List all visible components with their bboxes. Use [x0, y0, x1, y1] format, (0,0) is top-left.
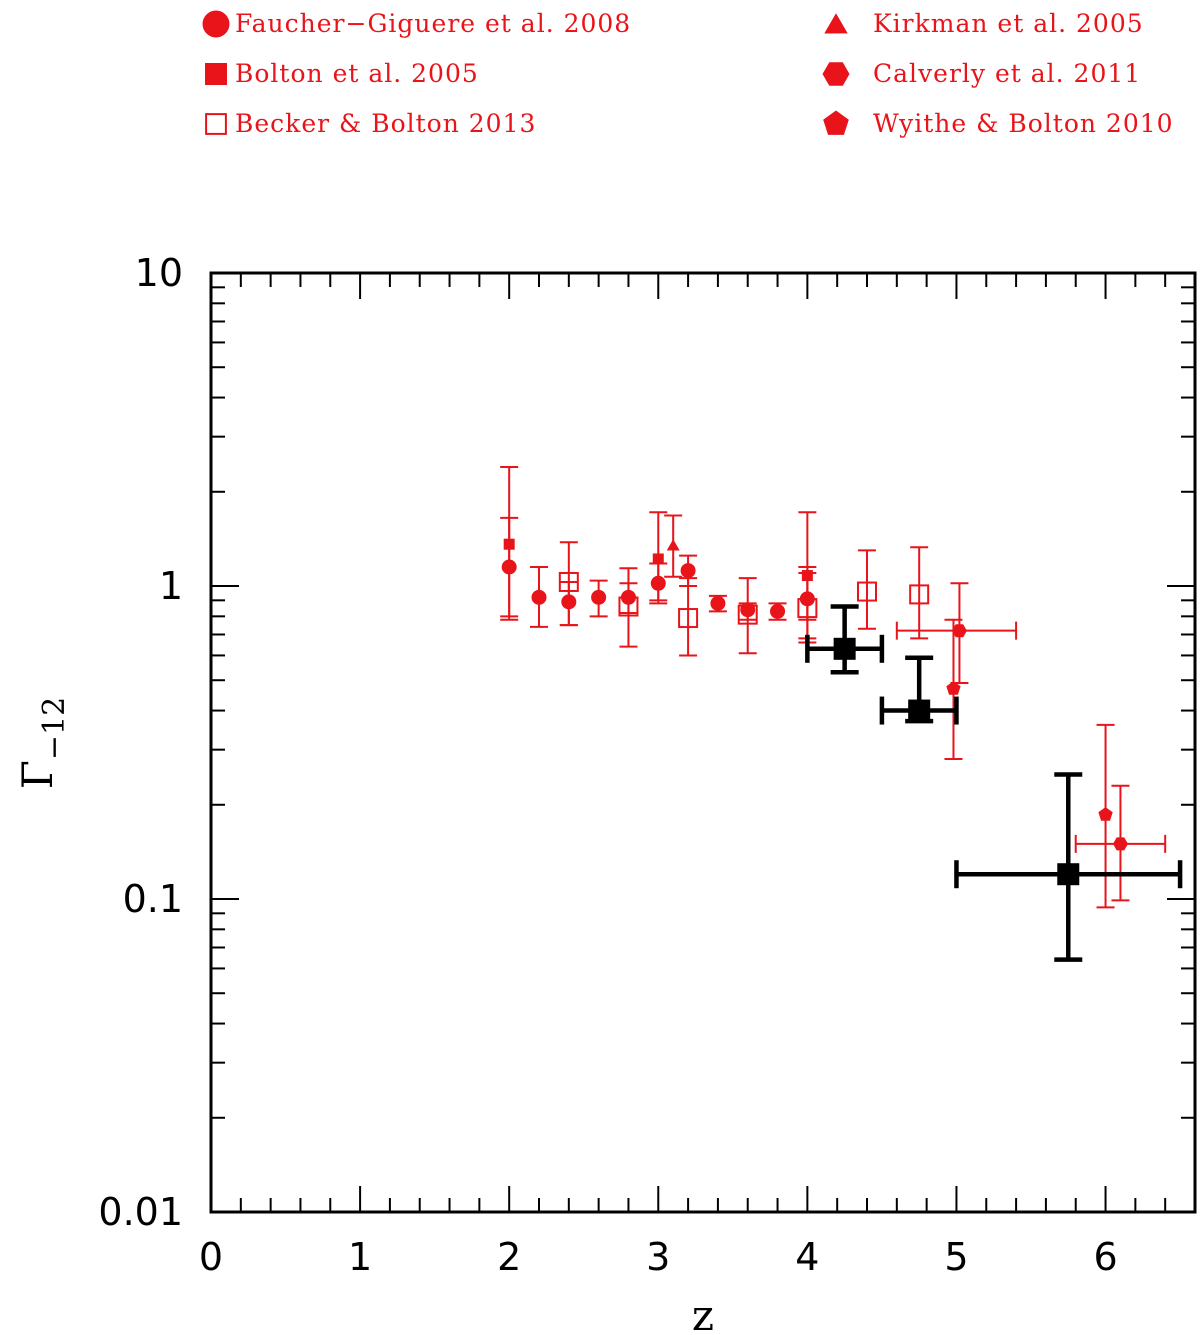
legend-entry-label: Wyithe & Bolton 2010	[873, 109, 1174, 138]
svg-text:Γ−12: Γ−12	[13, 697, 72, 789]
marker-pentagon	[1098, 807, 1113, 821]
y-tick-label: 0.01	[98, 1190, 183, 1234]
marker-open-square	[678, 608, 699, 629]
series-group	[664, 514, 683, 578]
y-axis-label-subscript: −12	[37, 697, 72, 760]
marker-square	[205, 63, 227, 85]
marker-open-square	[909, 584, 930, 605]
marker-square	[503, 538, 515, 550]
legend: Faucher−Giguere et al. 2008 Bolton et al.…	[202, 9, 1174, 138]
marker-square	[652, 553, 664, 565]
marker-circle	[710, 595, 726, 611]
legend-entry-label: Faucher−Giguere et al. 2008	[235, 9, 631, 38]
series-group	[500, 465, 817, 644]
marker-open-square	[797, 598, 818, 619]
plot-frame	[209, 271, 1197, 1214]
legend-entry-label: Becker & Bolton 2013	[235, 109, 536, 138]
marker-circle	[531, 589, 547, 605]
marker-triangle	[824, 13, 848, 34]
series-group	[944, 618, 1115, 909]
marker-circle	[770, 603, 786, 619]
x-tick-label: 5	[944, 1235, 968, 1279]
series-group	[895, 582, 1167, 902]
marker-hexagon	[822, 62, 850, 86]
marker-hexagon	[951, 624, 967, 638]
marker-circle	[680, 563, 696, 579]
marker-open-square	[857, 581, 877, 602]
series-group	[805, 604, 1183, 962]
tick-labels: 0 1 2 3 4 5 6 0.01 0.1 1 10	[98, 251, 1117, 1279]
series-group	[558, 541, 930, 657]
marker-black-square	[833, 637, 856, 660]
marker-open-square	[558, 571, 579, 592]
marker-open-square	[205, 113, 227, 135]
marker-open-square	[618, 596, 639, 617]
y-tick-label: 10	[135, 251, 183, 295]
marker-pentagon	[823, 110, 849, 135]
marker-circle	[591, 589, 607, 605]
axis-ticks	[210, 273, 1196, 1213]
legend-entry-label: Calverly et al. 2011	[873, 59, 1141, 88]
data-marks	[500, 465, 1183, 962]
marker-circle	[202, 10, 230, 38]
y-tick-label: 1	[159, 564, 183, 608]
x-tick-label: 0	[199, 1235, 223, 1279]
marker-black-square	[908, 699, 931, 722]
x-tick-label: 4	[795, 1235, 819, 1279]
marker-pentagon	[946, 681, 961, 695]
marker-open-square	[737, 604, 758, 625]
x-axis-label: z	[692, 1291, 714, 1335]
marker-hexagon	[1113, 837, 1128, 851]
legend-entry-label: Bolton et al. 2005	[235, 59, 479, 88]
legend-entry-label: Kirkman et al. 2005	[873, 9, 1144, 38]
marker-black-square	[1057, 863, 1080, 886]
marker-triangle	[666, 539, 680, 551]
x-tick-label: 6	[1093, 1235, 1117, 1279]
x-tick-label: 3	[646, 1235, 670, 1279]
y-axis-label-main: Γ	[13, 760, 62, 789]
y-axis-label: Γ−12	[13, 697, 72, 789]
x-tick-label: 1	[348, 1235, 372, 1279]
y-tick-label: 0.1	[123, 877, 183, 921]
x-tick-label: 2	[497, 1235, 521, 1279]
